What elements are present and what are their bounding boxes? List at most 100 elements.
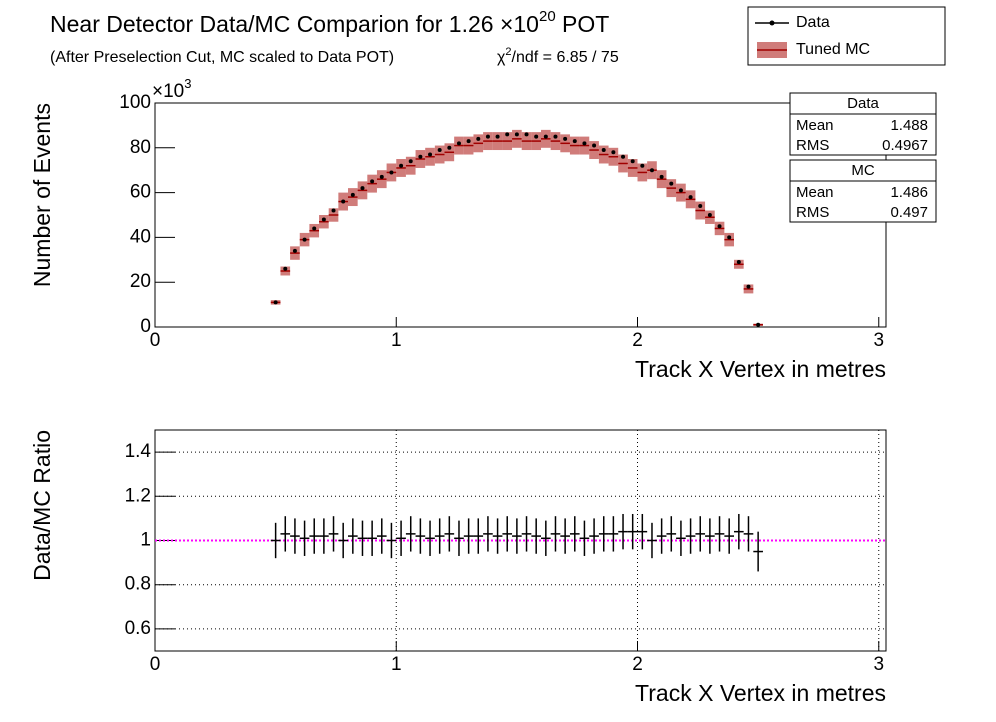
- data-point: [524, 132, 529, 137]
- data-point: [698, 204, 703, 209]
- data-point: [389, 170, 394, 175]
- data-point: [756, 322, 761, 327]
- y-tick-label: 1.2: [125, 485, 151, 506]
- data-point: [370, 179, 375, 184]
- title-tail: POT: [556, 11, 610, 37]
- data-point: [630, 159, 635, 164]
- data-point: [736, 260, 741, 265]
- y-tick-label: 40: [130, 226, 151, 247]
- data-point: [495, 134, 500, 139]
- data-point: [707, 213, 712, 217]
- axis-multiplier: ×103: [152, 76, 191, 102]
- data-point: [592, 143, 597, 148]
- data-point: [621, 154, 626, 159]
- y-tick-label: 0: [140, 316, 151, 337]
- data-point: [572, 139, 577, 144]
- chi2-text: /ndf = 6.85 / 75: [512, 49, 619, 66]
- legend-swatch-marker: [769, 20, 775, 26]
- y-tick-label: 100: [119, 92, 151, 113]
- data-point: [534, 134, 539, 139]
- x-axis-title: Track X Vertex in metres: [635, 356, 886, 382]
- data-point: [688, 195, 693, 200]
- data-point: [553, 134, 558, 139]
- data-point: [727, 235, 732, 240]
- data-point: [669, 181, 674, 186]
- y-axis-title: Number of Events: [29, 103, 55, 287]
- stats-label: RMS: [796, 137, 829, 154]
- y-tick-label: 80: [130, 137, 151, 158]
- data-point: [746, 284, 751, 289]
- x-tick-label: 2: [632, 654, 643, 675]
- stats-value: 0.497: [890, 204, 928, 221]
- y-tick-label: 0.8: [125, 574, 151, 595]
- data-point: [360, 186, 365, 191]
- data-point: [437, 148, 442, 153]
- title-exponent: 20: [539, 8, 556, 25]
- stats-value: 1.488: [890, 117, 928, 134]
- data-point: [514, 132, 519, 137]
- data-point: [273, 300, 278, 305]
- data-point: [659, 174, 664, 179]
- x-tick-label: 3: [873, 654, 884, 675]
- multiplier-exponent: 3: [184, 76, 191, 91]
- chi2-exponent: 2: [505, 46, 511, 58]
- data-point: [350, 192, 355, 197]
- x-tick-label: 1: [391, 654, 402, 675]
- stats-label: Mean: [796, 117, 834, 134]
- data-point: [485, 134, 490, 139]
- stats-title: Data: [847, 95, 879, 112]
- stats-box: [789, 159, 937, 223]
- data-point: [283, 266, 288, 271]
- x-tick-label: 0: [150, 330, 161, 351]
- x-tick-label: 1: [391, 330, 402, 351]
- chi2-symbol: χ: [497, 49, 506, 66]
- stats-value: 1.486: [890, 184, 928, 201]
- data-point: [466, 139, 471, 144]
- data-point: [456, 141, 461, 146]
- data-point: [292, 248, 297, 253]
- data-point: [302, 237, 307, 242]
- data-point: [312, 226, 317, 231]
- data-point: [341, 199, 346, 204]
- stats-label: Mean: [796, 184, 834, 201]
- data-point: [678, 188, 683, 193]
- data-point: [428, 152, 433, 157]
- data-point: [476, 136, 481, 141]
- x-tick-label: 2: [632, 330, 643, 351]
- y-tick-label: 60: [130, 182, 151, 203]
- stats-label: RMS: [796, 204, 829, 221]
- subtitle: (After Preselection Cut, MC scaled to Da…: [50, 49, 394, 66]
- legend-label: Tuned MC: [796, 41, 870, 58]
- y-axis-title: Data/MC Ratio: [29, 430, 55, 581]
- data-point: [408, 159, 413, 164]
- stats-value: 0.4967: [882, 137, 928, 154]
- y-tick-label: 20: [130, 271, 151, 292]
- x-axis-title: Track X Vertex in metres: [635, 680, 886, 706]
- data-point: [543, 134, 548, 139]
- data-point: [418, 154, 423, 159]
- chart-title: Near Detector Data/MC Comparion for 1.26…: [50, 8, 609, 37]
- x-tick-label: 3: [873, 330, 884, 351]
- data-point: [649, 168, 654, 173]
- y-tick-label: 0.6: [125, 618, 151, 639]
- chi2: χ2/ndf = 6.85 / 75: [497, 46, 619, 66]
- multiplier-base: ×10: [152, 81, 184, 102]
- data-point: [717, 224, 722, 229]
- y-tick-label: 1: [140, 530, 151, 551]
- x-tick-label: 0: [150, 654, 161, 675]
- data-point: [640, 163, 645, 168]
- stats-box: [789, 92, 937, 156]
- data-point: [611, 150, 616, 155]
- data-point: [379, 174, 384, 179]
- stats-title: MC: [851, 162, 874, 179]
- data-point: [447, 145, 452, 150]
- data-point: [563, 136, 568, 141]
- data-point: [601, 148, 606, 153]
- title-text: Near Detector Data/MC Comparion for 1.26…: [50, 11, 539, 37]
- data-point: [399, 163, 404, 168]
- y-tick-label: 1.4: [125, 441, 152, 462]
- data-point: [505, 132, 510, 137]
- data-point: [331, 208, 336, 213]
- data-point: [321, 217, 326, 222]
